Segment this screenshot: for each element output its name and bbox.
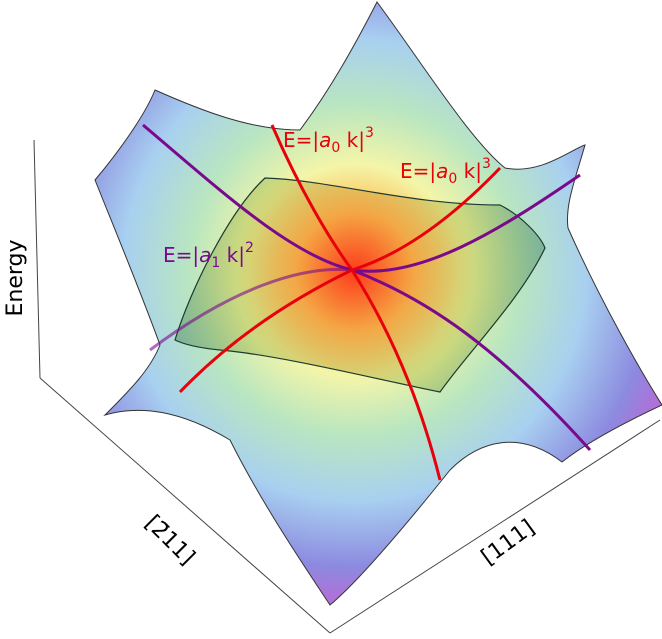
- curve-label: E=|a0 k|3: [283, 125, 374, 156]
- curve-label: E=|a0 k|3: [400, 156, 491, 187]
- red-curve: [178, 166, 502, 394]
- label-symbol: a: [436, 159, 448, 183]
- label-subscript: 0: [448, 171, 457, 187]
- energy-axis-label: Energy: [3, 239, 28, 316]
- label-exponent: 3: [365, 125, 374, 141]
- axes-box: [33, 139, 661, 634]
- purple-curve: [351, 268, 592, 452]
- label-symbol: a: [319, 128, 331, 152]
- red-curve: [270, 124, 442, 481]
- label-exponent: 3: [482, 156, 491, 172]
- curve-labels: E=|a0 k|3E=|a0 k|3E=|a1 k|2: [163, 125, 491, 271]
- curve-label: E=|a1 k|2: [163, 240, 254, 271]
- label-suffix: k|: [340, 128, 365, 152]
- label-prefix: E=|: [400, 159, 436, 183]
- label-subscript: 0: [331, 140, 340, 156]
- curves: [142, 123, 592, 481]
- left-axis-label: [2̄11]: [140, 511, 200, 571]
- label-exponent: 2: [245, 240, 254, 256]
- purple-curve: [149, 267, 353, 352]
- label-prefix: E=|: [163, 243, 199, 267]
- label-subscript: 1: [211, 255, 220, 271]
- right-axis-label: [111]: [477, 515, 540, 570]
- label-prefix: E=|: [283, 128, 319, 152]
- label-symbol: a: [199, 243, 211, 267]
- label-suffix: k|: [457, 159, 482, 183]
- label-suffix: k|: [220, 243, 245, 267]
